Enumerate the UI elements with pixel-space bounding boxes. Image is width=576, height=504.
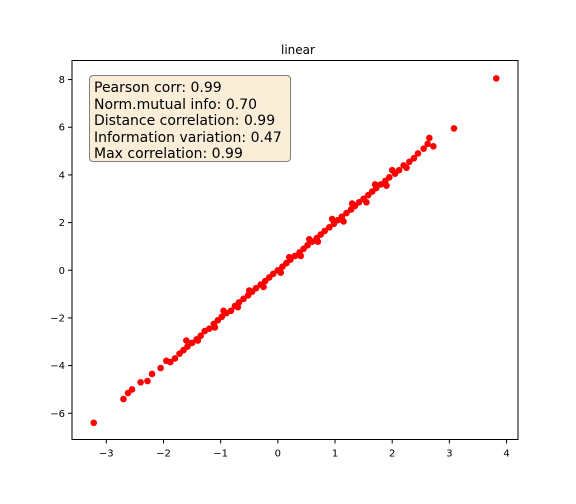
stats-line-pearson: Pearson corr: 0.99 [94,80,222,96]
y-tick-label: −2 [50,313,65,324]
data-point [183,337,190,344]
data-point [211,324,219,331]
data-point [424,140,431,148]
y-tick-label: 0 [59,266,65,277]
data-point [403,164,410,172]
data-point [340,218,347,225]
data-point [314,238,322,245]
data-point [355,199,363,206]
data-point [148,370,156,378]
data-point [426,134,433,142]
x-tick-label: −3 [99,449,114,460]
data-point [297,252,305,260]
plot-frame [71,60,519,440]
y-tick-label: 6 [59,123,65,134]
x-tick-label: −1 [213,449,228,460]
data-point [128,386,136,393]
data-point [194,337,202,344]
data-point [184,343,191,350]
data-point [388,166,396,174]
data-point [406,158,413,166]
data-point [260,283,267,291]
data-point [326,224,333,231]
stats-annotation-box: Pearson corr: 0.99 Norm.mutual info: 0.7… [89,75,291,162]
data-point [240,295,247,303]
data-point [144,377,151,385]
data-point [277,269,285,276]
data-point [420,145,427,152]
data-point [348,200,356,207]
data-point [227,307,235,315]
y-tick-label: 2 [59,218,65,229]
stats-line-max-corr: Max correlation: 0.99 [94,146,243,163]
data-point [321,227,329,235]
data-point [343,209,350,217]
x-tick-label: 1 [332,449,338,460]
data-point [450,125,458,132]
data-point [363,199,370,206]
data-point [197,332,204,340]
stats-line-info-variation: Information variation: 0.47 [94,129,282,146]
x-axis: −3 −2 −1 0 1 2 3 4 [99,439,510,460]
data-point [234,303,242,311]
x-tick-label: 4 [503,449,509,460]
data-point [171,355,179,362]
data-point [188,339,196,347]
data-point [492,75,500,82]
data-point [157,364,164,372]
data-point [90,419,98,427]
x-tick-label: 2 [389,449,395,460]
y-tick-label: 4 [59,170,65,181]
stats-line-distance-corr: Distance correlation: 0.99 [94,113,276,130]
data-point [291,252,299,260]
data-point [304,241,311,249]
data-point [245,287,253,294]
points-layer [90,75,500,427]
data-point [269,270,277,278]
y-tick-label: −6 [50,409,65,420]
data-point [386,174,393,181]
data-point [383,182,390,189]
data-point [371,181,379,188]
data-point [137,378,144,386]
data-point [218,313,226,321]
data-point [414,150,422,157]
data-point [120,395,127,403]
data-point [430,143,437,150]
y-tick-label: −4 [50,361,65,372]
data-point [167,358,174,366]
y-tick-label: 8 [59,75,65,86]
data-point [328,215,336,223]
x-tick-label: −2 [156,449,171,460]
data-point [410,154,418,162]
data-point [305,235,313,243]
data-point [220,307,227,315]
data-point [395,166,403,174]
data-point [377,181,385,188]
chart-title: linear [281,43,315,57]
x-tick-label: 0 [275,449,281,460]
y-axis: −6 −4 −2 0 2 4 6 8 [50,75,72,420]
x-tick-label: 3 [446,449,452,460]
data-point [285,253,293,261]
stats-line-mutual-info: Norm.mutual info: 0.70 [94,96,258,113]
data-point [205,325,213,332]
data-point [252,284,260,292]
